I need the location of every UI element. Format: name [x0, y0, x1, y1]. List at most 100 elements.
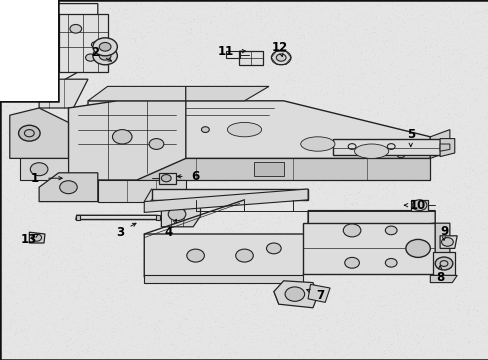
- Point: [169, 31, 177, 37]
- Point: [93, 303, 101, 309]
- Point: [183, 18, 191, 24]
- Point: [404, 133, 411, 139]
- Point: [331, 160, 339, 166]
- Point: [326, 32, 334, 38]
- Point: [283, 321, 291, 327]
- Point: [71, 292, 79, 297]
- Point: [280, 340, 288, 346]
- Point: [262, 281, 269, 287]
- Point: [321, 117, 329, 122]
- Point: [213, 23, 221, 29]
- Point: [182, 269, 190, 274]
- Point: [112, 168, 120, 174]
- Point: [440, 44, 447, 50]
- Point: [365, 56, 372, 62]
- Point: [367, 342, 375, 348]
- Point: [5, 178, 13, 184]
- Point: [47, 225, 55, 231]
- Point: [412, 105, 420, 111]
- Point: [453, 289, 461, 295]
- Point: [202, 73, 210, 79]
- Point: [451, 291, 459, 296]
- Point: [154, 233, 162, 239]
- Point: [209, 256, 217, 262]
- Point: [21, 147, 29, 152]
- Point: [239, 146, 246, 152]
- Point: [455, 238, 463, 244]
- Point: [167, 301, 175, 307]
- Point: [269, 10, 277, 15]
- Point: [223, 145, 230, 151]
- Point: [290, 315, 298, 321]
- Point: [142, 271, 149, 277]
- Point: [14, 245, 22, 251]
- Point: [280, 293, 287, 299]
- Point: [287, 213, 295, 219]
- Point: [5, 300, 13, 306]
- Point: [16, 131, 24, 136]
- Point: [348, 340, 356, 346]
- Point: [432, 334, 440, 340]
- Point: [448, 228, 456, 234]
- Point: [145, 104, 153, 110]
- Point: [249, 37, 257, 42]
- Point: [91, 308, 99, 314]
- Point: [367, 5, 375, 11]
- Point: [448, 129, 456, 135]
- Point: [442, 215, 449, 220]
- Point: [143, 117, 151, 123]
- Point: [186, 35, 194, 41]
- Point: [166, 18, 174, 23]
- Point: [219, 206, 227, 211]
- Point: [399, 318, 407, 324]
- Point: [319, 84, 327, 90]
- Point: [328, 248, 336, 254]
- Point: [392, 302, 400, 308]
- Point: [42, 349, 50, 355]
- Point: [422, 251, 430, 257]
- Point: [178, 330, 185, 336]
- Point: [401, 129, 409, 134]
- Point: [172, 280, 180, 286]
- Point: [261, 164, 268, 170]
- Point: [382, 162, 390, 168]
- Point: [314, 293, 322, 299]
- Point: [138, 80, 145, 86]
- Point: [196, 252, 204, 258]
- Point: [484, 275, 488, 281]
- Point: [125, 147, 133, 153]
- Point: [471, 152, 479, 158]
- Point: [104, 73, 112, 79]
- Point: [435, 67, 443, 73]
- Point: [436, 11, 444, 17]
- Point: [279, 261, 287, 266]
- Point: [263, 255, 270, 260]
- Point: [433, 100, 441, 105]
- Point: [102, 191, 110, 197]
- Point: [396, 257, 404, 263]
- Point: [273, 242, 281, 247]
- Point: [366, 30, 374, 36]
- Point: [129, 193, 137, 199]
- Point: [150, 268, 158, 274]
- Point: [352, 0, 360, 5]
- Point: [10, 305, 18, 310]
- Point: [212, 69, 220, 75]
- Point: [475, 318, 483, 324]
- Point: [180, 98, 188, 104]
- Point: [11, 205, 19, 211]
- Point: [383, 124, 391, 130]
- Point: [218, 320, 226, 326]
- Point: [335, 334, 343, 339]
- Point: [422, 171, 430, 177]
- Point: [0, 338, 8, 344]
- Point: [254, 323, 262, 329]
- Point: [61, 152, 69, 157]
- Point: [402, 128, 410, 134]
- Point: [156, 282, 164, 288]
- Point: [148, 254, 156, 260]
- Point: [264, 137, 271, 143]
- Point: [238, 142, 245, 148]
- Point: [391, 265, 399, 271]
- Point: [151, 96, 159, 102]
